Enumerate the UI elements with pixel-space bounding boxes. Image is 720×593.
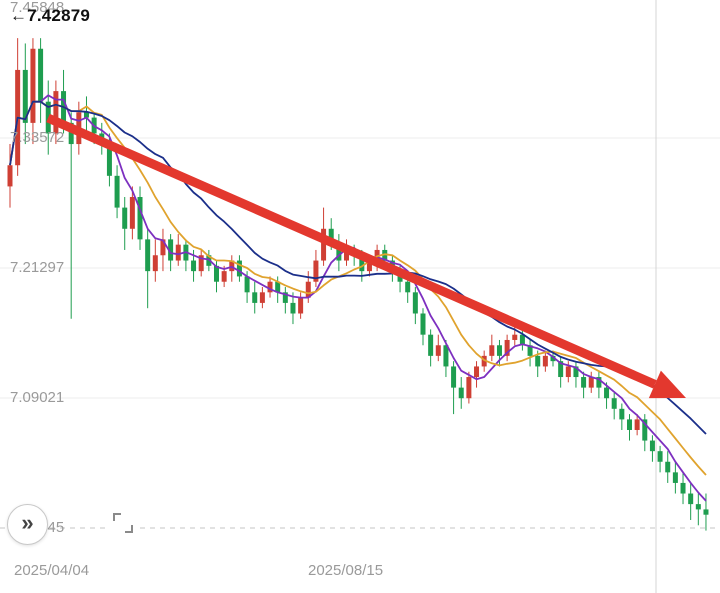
ma-lines-layer	[9, 94, 707, 502]
price-marker: ←7.42879	[10, 6, 90, 26]
double-chevron-right-icon: »	[21, 509, 34, 535]
trend-arrow	[46, 113, 686, 399]
x-axis-tick-april: 2025/04/04	[14, 562, 90, 579]
x-axis-tick-august: 2025/08/15	[308, 562, 384, 579]
expand-button[interactable]: »	[7, 504, 48, 545]
left-arrow-icon: ←	[10, 6, 28, 25]
price-marker-value: 7.42879	[27, 6, 91, 25]
candles-layer	[7, 38, 709, 531]
fullscreen-icon[interactable]	[110, 510, 136, 536]
